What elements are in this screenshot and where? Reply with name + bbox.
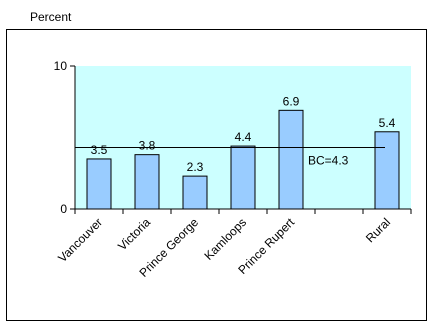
bar-rural <box>374 131 400 210</box>
category-label: Rural <box>363 215 393 245</box>
reference-line-label: BC=4.3 <box>308 154 349 168</box>
bar-prince-george <box>182 175 208 210</box>
value-label: 5.4 <box>379 116 396 130</box>
value-label: 3.8 <box>139 139 156 153</box>
y-tick-label: 0 <box>60 202 67 216</box>
y-tick-label: 10 <box>54 59 68 73</box>
value-label: 4.4 <box>235 130 252 144</box>
value-label: 6.9 <box>283 94 300 108</box>
value-label: 2.3 <box>187 160 204 174</box>
bar-victoria <box>134 154 160 210</box>
category-label: Victoria <box>115 215 153 253</box>
y-axis-label: Percent <box>30 10 72 24</box>
category-label: Kamloops <box>201 215 249 263</box>
bar-vancouver <box>86 158 112 210</box>
bar-kamloops <box>230 145 256 210</box>
category-label: Vancouver <box>55 215 105 265</box>
bar-prince-rupert <box>278 109 304 210</box>
value-label: 3.5 <box>91 143 108 157</box>
